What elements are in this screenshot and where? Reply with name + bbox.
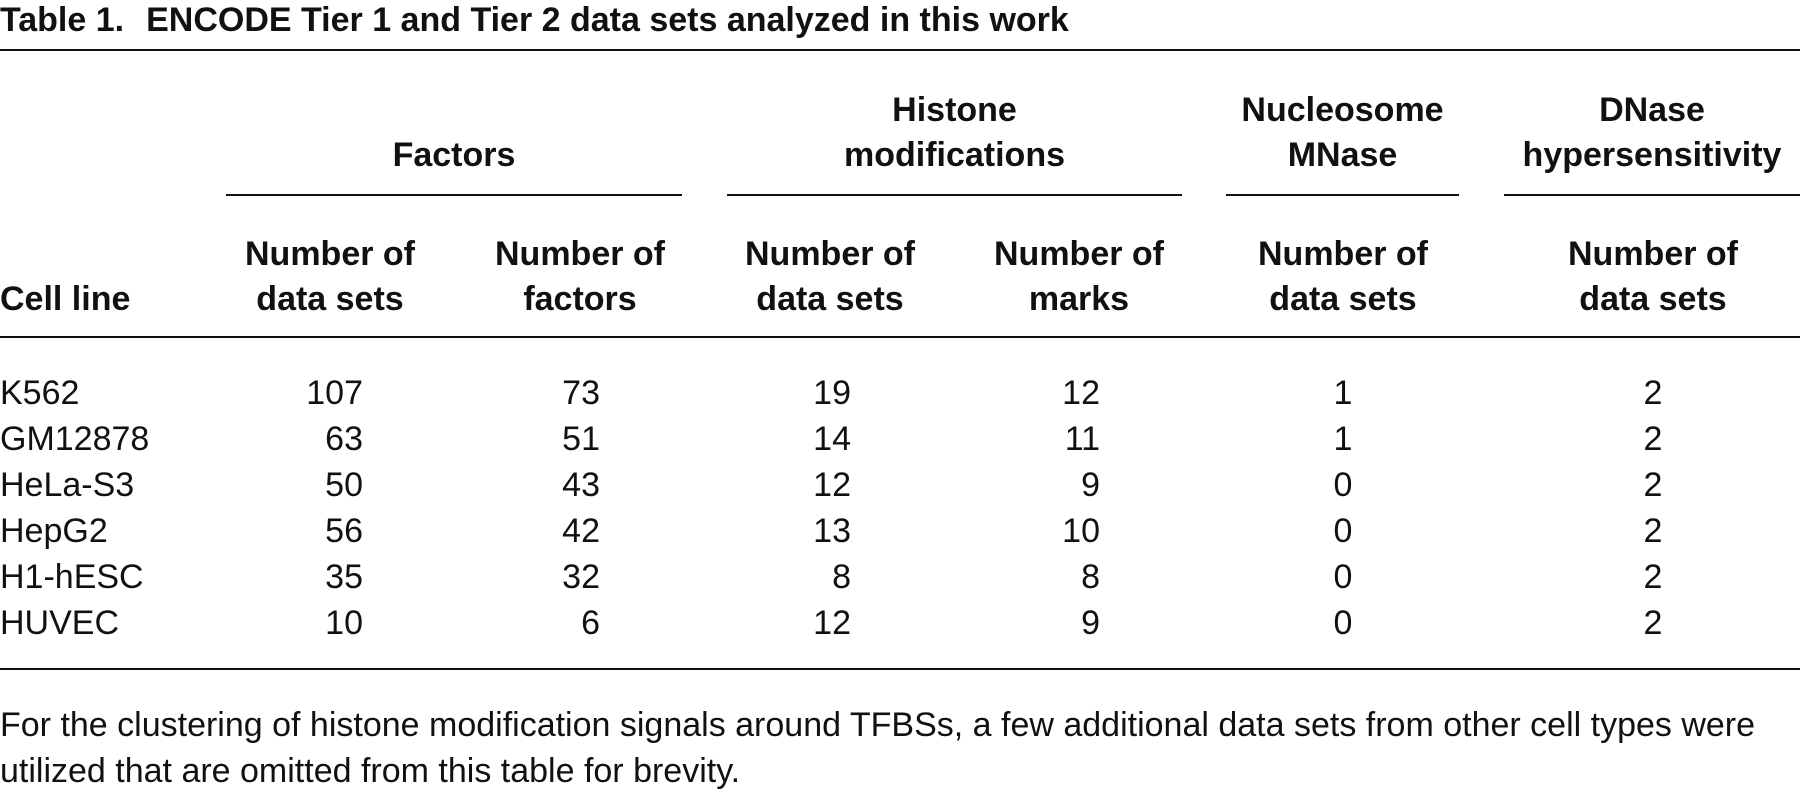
cell-value: 0 bbox=[1333, 604, 1353, 642]
cell-value: 13 bbox=[813, 512, 851, 550]
cell-value: 0 bbox=[1333, 466, 1353, 504]
column-header: Number of data sets bbox=[220, 222, 440, 322]
cell-value: 10 bbox=[1062, 512, 1100, 550]
column-header-text: Cell line bbox=[0, 280, 131, 318]
group-rule bbox=[226, 194, 682, 196]
column-header: Number of data sets bbox=[1233, 222, 1453, 322]
cell-value: 56 bbox=[325, 512, 363, 550]
column-header-text: Number of data sets bbox=[745, 235, 915, 318]
column-header: Number of data sets bbox=[1543, 222, 1763, 322]
cell-value: 0 bbox=[1333, 558, 1353, 596]
cell-value: 9 bbox=[1081, 604, 1100, 642]
group-rule bbox=[1504, 194, 1800, 196]
group-header: Histone modifications bbox=[727, 78, 1182, 178]
cell-value: 2 bbox=[1643, 604, 1663, 642]
cell-value: 50 bbox=[325, 466, 363, 504]
group-header: Factors bbox=[226, 78, 682, 178]
table-caption: Table 1. ENCODE Tier 1 and Tier 2 data se… bbox=[0, 0, 1069, 40]
group-rule bbox=[727, 194, 1182, 196]
cell-value: 12 bbox=[813, 466, 851, 504]
row-label: H1-hESC bbox=[0, 558, 144, 596]
cell-value: 42 bbox=[562, 512, 600, 550]
row-label: HepG2 bbox=[0, 512, 108, 550]
cell-value: 2 bbox=[1643, 558, 1663, 596]
column-header-text: Number of data sets bbox=[1568, 235, 1738, 318]
table-title: ENCODE Tier 1 and Tier 2 data sets analy… bbox=[146, 1, 1069, 39]
group-header: Nucleosome MNase bbox=[1226, 78, 1459, 178]
column-header-text: Number of data sets bbox=[1258, 235, 1428, 318]
cell-value: 10 bbox=[325, 604, 363, 642]
row-label: K562 bbox=[0, 374, 80, 412]
cell-value: 12 bbox=[813, 604, 851, 642]
cell-value: 1 bbox=[1333, 374, 1353, 412]
bottom-rule bbox=[0, 668, 1800, 670]
cell-value: 63 bbox=[325, 420, 363, 458]
cell-value: 51 bbox=[562, 420, 600, 458]
group-header-text: Factors bbox=[392, 136, 516, 174]
column-header: Number of data sets bbox=[720, 222, 940, 322]
cell-value: 2 bbox=[1643, 466, 1663, 504]
cell-value: 107 bbox=[306, 374, 363, 412]
column-header-text: Number of marks bbox=[994, 235, 1164, 318]
cell-value: 19 bbox=[813, 374, 851, 412]
row-label: GM12878 bbox=[0, 420, 150, 458]
top-rule bbox=[0, 49, 1800, 51]
cell-value: 8 bbox=[1081, 558, 1100, 596]
cell-value: 0 bbox=[1333, 512, 1353, 550]
cell-value: 73 bbox=[562, 374, 600, 412]
group-header: DNase hypersensitivity bbox=[1504, 78, 1800, 178]
column-header-text: Number of factors bbox=[495, 235, 665, 318]
column-header-text: Number of data sets bbox=[245, 235, 415, 318]
cell-value: 14 bbox=[813, 420, 851, 458]
column-header: Number of marks bbox=[969, 222, 1189, 322]
group-header-text: Histone modifications bbox=[843, 91, 1066, 174]
cell-value: 12 bbox=[1062, 374, 1100, 412]
header-rule bbox=[0, 336, 1800, 338]
table-label: Table 1. bbox=[0, 1, 125, 39]
cell-value: 2 bbox=[1643, 512, 1663, 550]
group-rule bbox=[1226, 194, 1459, 196]
row-label: HeLa-S3 bbox=[0, 466, 135, 504]
column-header: Number of factors bbox=[470, 222, 690, 322]
cell-value: 8 bbox=[832, 558, 851, 596]
cell-value: 2 bbox=[1643, 374, 1663, 412]
cell-value: 11 bbox=[1064, 420, 1100, 458]
cell-value: 35 bbox=[325, 558, 363, 596]
group-header-text: Nucleosome MNase bbox=[1241, 91, 1444, 174]
cell-value: 32 bbox=[562, 558, 600, 596]
cell-value: 1 bbox=[1333, 420, 1353, 458]
group-header-text: DNase hypersensitivity bbox=[1522, 91, 1782, 174]
column-header: Cell line bbox=[0, 222, 220, 322]
cell-value: 43 bbox=[562, 466, 600, 504]
row-label: HUVEC bbox=[0, 604, 120, 642]
cell-value: 6 bbox=[581, 604, 600, 642]
footnote: For the clustering of histone modificati… bbox=[0, 706, 1756, 790]
cell-value: 9 bbox=[1081, 466, 1100, 504]
cell-value: 2 bbox=[1643, 420, 1663, 458]
